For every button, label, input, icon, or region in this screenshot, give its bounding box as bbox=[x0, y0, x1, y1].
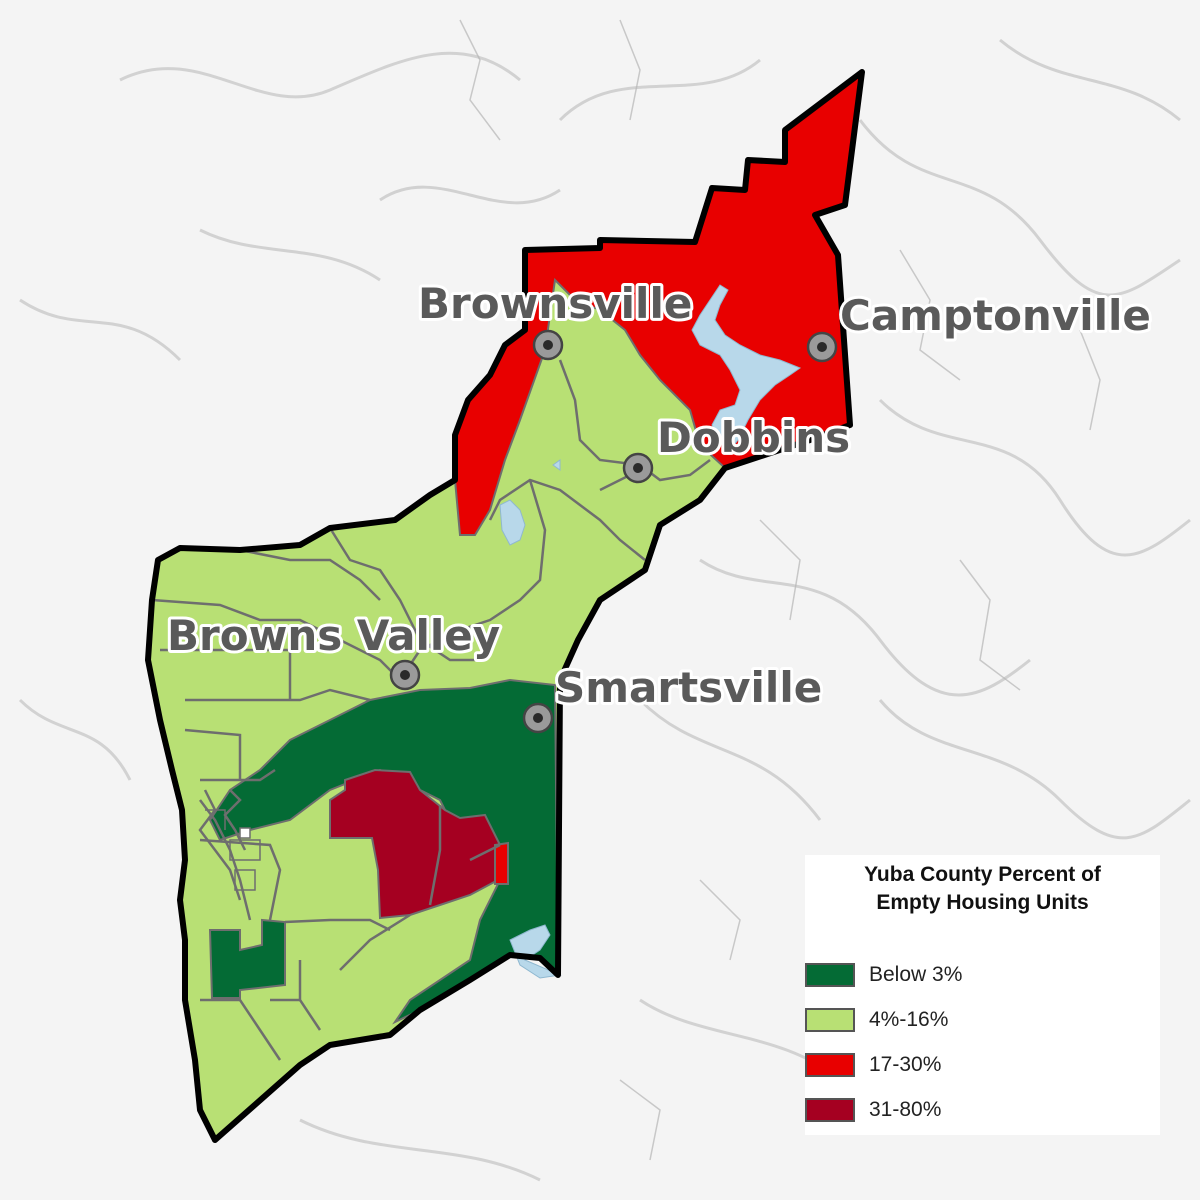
town-marker-brownsville[interactable] bbox=[532, 329, 564, 361]
legend-title-line2: Empty Housing Units bbox=[876, 891, 1089, 914]
legend-item-17-30: 17-30% bbox=[805, 1050, 941, 1080]
legend-label: Below 3% bbox=[869, 963, 963, 986]
legend-label: 4%-16% bbox=[869, 1008, 949, 1031]
legend-label: 31-80% bbox=[869, 1098, 942, 1121]
water-features bbox=[499, 284, 802, 979]
legend-swatch bbox=[805, 963, 855, 987]
legend-title: Yuba County Percent of Empty Housing Uni… bbox=[805, 861, 1160, 917]
town-marker-browns-valley[interactable] bbox=[389, 659, 421, 691]
town-label-smartsville: Smartsville bbox=[555, 663, 822, 712]
county-boundary bbox=[145, 69, 865, 1143]
legend-item-31-80: 31-80% bbox=[805, 1095, 941, 1125]
town-label-browns-valley: Browns Valley bbox=[167, 611, 500, 660]
urban-blocks bbox=[205, 809, 261, 891]
legend-swatch bbox=[805, 1098, 855, 1122]
town-label-camptonville: Camptonville bbox=[840, 291, 1151, 340]
bullards-bar-reservoir bbox=[691, 284, 802, 451]
county-regions bbox=[146, 69, 864, 1142]
legend-title-line1: Yuba County Percent of bbox=[864, 863, 1101, 886]
tract-lines bbox=[151, 359, 711, 1061]
small-pond bbox=[552, 459, 561, 471]
legend-swatch bbox=[805, 1053, 855, 1077]
town-label-brownsville: Brownsville bbox=[418, 279, 692, 328]
town-marker-smartsville[interactable] bbox=[522, 702, 554, 734]
town-marker-dobbins[interactable] bbox=[622, 452, 654, 484]
legend-item-below-3: Below 3% bbox=[805, 960, 962, 990]
legend-item-4-16: 4%-16% bbox=[805, 1005, 948, 1035]
region-17-30-south bbox=[494, 841, 509, 885]
legend-label: 17-30% bbox=[869, 1053, 942, 1076]
town-marker-camptonville[interactable] bbox=[806, 331, 838, 363]
map-legend: Yuba County Percent of Empty Housing Uni… bbox=[805, 855, 1160, 1135]
collins-lake bbox=[499, 499, 526, 546]
hillshade-ridges bbox=[459, 19, 1101, 1161]
legend-swatch bbox=[805, 1008, 855, 1032]
town-label-dobbins: Dobbins bbox=[657, 413, 850, 462]
hillshade-basemap bbox=[18, 38, 1191, 1182]
